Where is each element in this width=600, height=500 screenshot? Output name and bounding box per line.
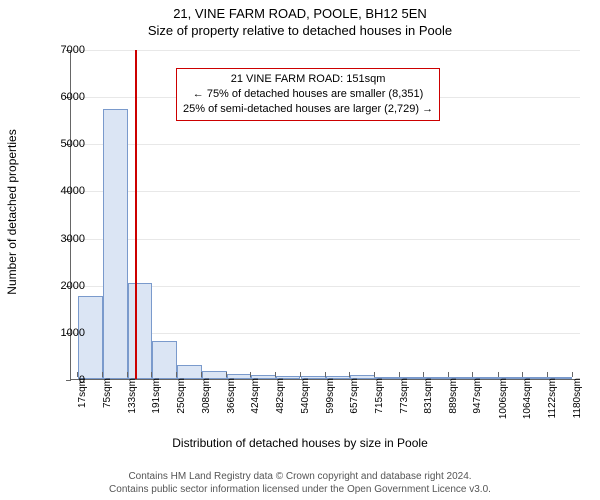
- x-tick-label: 75sqm: [102, 378, 113, 428]
- x-tick-label: 308sqm: [201, 378, 212, 428]
- x-tick-label: 831sqm: [423, 378, 434, 428]
- y-gridline: [71, 239, 580, 240]
- x-tick-label: 947sqm: [472, 378, 483, 428]
- x-tick-mark: [349, 372, 350, 377]
- x-tick-mark: [572, 372, 573, 377]
- x-tick-mark: [151, 372, 152, 377]
- annotation-box: 21 VINE FARM ROAD: 151sqm ← 75% of detac…: [176, 68, 440, 121]
- x-tick-label: 482sqm: [275, 378, 286, 428]
- chart-container: Number of detached properties 21 VINE FA…: [0, 42, 600, 442]
- y-tick-label: 4000: [35, 185, 85, 197]
- x-tick-label: 599sqm: [325, 378, 336, 428]
- x-tick-label: 366sqm: [226, 378, 237, 428]
- x-tick-mark: [498, 372, 499, 377]
- y-tick-label: 3000: [35, 233, 85, 245]
- y-gridline: [71, 144, 580, 145]
- annotation-line-2: ← 75% of detached houses are smaller (8,…: [183, 87, 433, 102]
- x-tick-mark: [226, 372, 227, 377]
- footer-line-2: Contains public sector information licen…: [0, 483, 600, 496]
- y-axis-label: Number of detached properties: [5, 129, 19, 294]
- x-tick-mark: [102, 372, 103, 377]
- x-tick-mark: [374, 372, 375, 377]
- x-tick-mark: [250, 372, 251, 377]
- y-tick-label: 1000: [35, 327, 85, 339]
- x-axis-label: Distribution of detached houses by size …: [0, 436, 600, 450]
- y-gridline: [71, 50, 580, 51]
- plot-area: 21 VINE FARM ROAD: 151sqm ← 75% of detac…: [70, 50, 580, 380]
- x-tick-label: 133sqm: [127, 378, 138, 428]
- x-tick-label: 715sqm: [374, 378, 385, 428]
- footer-attribution: Contains HM Land Registry data © Crown c…: [0, 470, 600, 496]
- chart-title-sub: Size of property relative to detached ho…: [0, 21, 600, 42]
- x-tick-mark: [77, 372, 78, 377]
- x-tick-mark: [399, 372, 400, 377]
- histogram-bar: [177, 365, 202, 379]
- x-tick-label: 17sqm: [77, 378, 88, 428]
- x-tick-mark: [522, 372, 523, 377]
- x-tick-mark: [547, 372, 548, 377]
- histogram-bar: [128, 283, 153, 379]
- annotation-line-1: 21 VINE FARM ROAD: 151sqm: [183, 72, 433, 87]
- x-tick-label: 191sqm: [151, 378, 162, 428]
- x-tick-mark: [472, 372, 473, 377]
- x-tick-label: 1122sqm: [547, 378, 558, 428]
- x-tick-label: 424sqm: [250, 378, 261, 428]
- x-tick-mark: [275, 372, 276, 377]
- x-tick-label: 1064sqm: [522, 378, 533, 428]
- annotation-line-3: 25% of semi-detached houses are larger (…: [183, 102, 433, 117]
- x-tick-mark: [448, 372, 449, 377]
- y-tick-label: 5000: [35, 138, 85, 150]
- x-tick-label: 250sqm: [176, 378, 187, 428]
- x-tick-mark: [176, 372, 177, 377]
- x-tick-mark: [201, 372, 202, 377]
- footer-line-1: Contains HM Land Registry data © Crown c…: [0, 470, 600, 483]
- histogram-bar: [103, 109, 128, 379]
- y-tick-label: 7000: [35, 44, 85, 56]
- histogram-bar: [152, 341, 177, 379]
- chart-title-main: 21, VINE FARM ROAD, POOLE, BH12 5EN: [0, 0, 600, 21]
- x-tick-mark: [300, 372, 301, 377]
- x-tick-mark: [423, 372, 424, 377]
- x-tick-label: 540sqm: [300, 378, 311, 428]
- x-tick-label: 657sqm: [349, 378, 360, 428]
- x-tick-mark: [325, 372, 326, 377]
- x-tick-label: 1006sqm: [498, 378, 509, 428]
- marker-line: [135, 50, 137, 379]
- y-tick-label: 6000: [35, 91, 85, 103]
- y-gridline: [71, 191, 580, 192]
- x-tick-label: 1180sqm: [572, 378, 583, 428]
- y-tick-label: 2000: [35, 280, 85, 292]
- x-tick-label: 889sqm: [448, 378, 459, 428]
- x-tick-mark: [127, 372, 128, 377]
- x-tick-label: 773sqm: [399, 378, 410, 428]
